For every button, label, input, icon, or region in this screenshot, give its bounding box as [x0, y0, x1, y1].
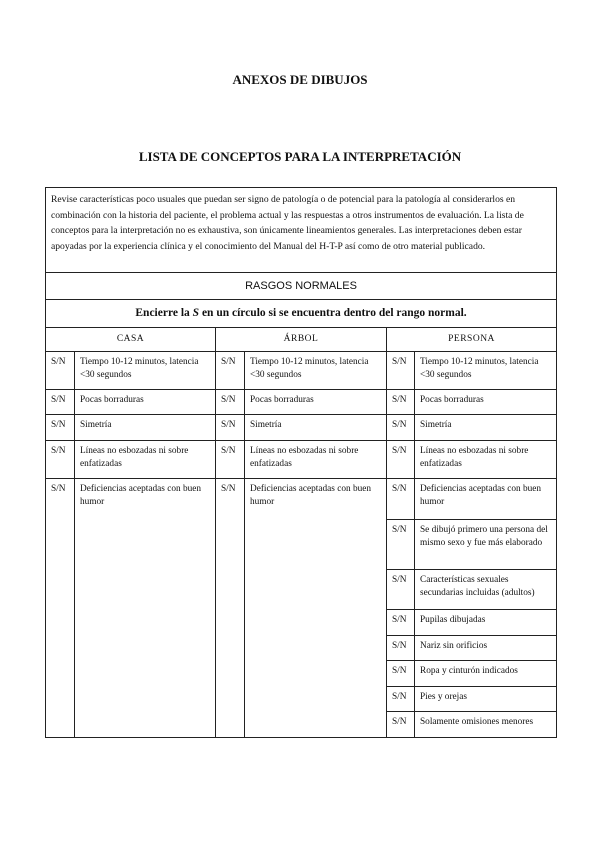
table-row: S/N Tiempo 10-12 minutos, latencia <30 se… — [45, 351, 558, 390]
sn-casa[interactable]: S/N — [45, 351, 75, 390]
column-header-arbol: ÁRBOL — [215, 327, 387, 352]
item-persona: Tiempo 10-12 minutos, latencia <30 segun… — [413, 351, 558, 390]
sn-persona[interactable]: S/N — [386, 686, 415, 712]
sn-arbol[interactable]: S/N — [215, 440, 245, 479]
page-title: ANEXOS DE DIBUJOS — [232, 72, 368, 87]
item-persona: Líneas no esbozadas ni sobre enfatizadas — [413, 440, 558, 479]
item-arbol: Pocas borraduras — [244, 389, 387, 415]
sn-casa[interactable]: S/N — [45, 440, 75, 479]
sn-persona[interactable]: S/N — [386, 414, 415, 441]
page-subtitle: LISTA DE CONCEPTOS PARA LA INTERPRETACIÓ… — [138, 149, 462, 164]
table-row: S/N Características sexuales secundarias … — [46, 569, 558, 610]
item-arbol: Simetría — [244, 414, 387, 441]
item-persona: Pies y orejas — [413, 686, 558, 712]
sn-persona[interactable]: S/N — [386, 609, 415, 636]
sn-persona[interactable]: S/N — [386, 519, 415, 570]
item-persona: Se dibujó primero una persona del mismo … — [413, 519, 558, 570]
item-persona: Ropa y cinturón indicados — [413, 660, 558, 687]
column-header-casa: CASA — [45, 327, 216, 352]
item-casa: Líneas no esbozadas ni sobre enfatizadas — [74, 440, 216, 479]
column-header-persona: PERSONA — [385, 327, 558, 352]
intro-text: Revise características poco usuales que … — [44, 187, 558, 273]
item-persona: Características sexuales secundarias inc… — [413, 569, 558, 610]
table-row: S/N Pies y orejas — [46, 686, 558, 712]
sn-persona[interactable]: S/N — [386, 351, 415, 390]
item-persona: Simetría — [413, 414, 558, 441]
sn-persona[interactable]: S/N — [386, 389, 415, 415]
table-row: S/N Deficiencias aceptadas con buen humor… — [45, 478, 558, 738]
sn-persona[interactable]: S/N — [386, 440, 415, 479]
instruction-s: S — [192, 307, 200, 319]
table-row: S/N Pupilas dibujadas — [46, 609, 558, 636]
sn-casa[interactable]: S/N — [45, 389, 75, 415]
sn-persona[interactable]: S/N — [386, 478, 415, 520]
item-arbol: Líneas no esbozadas ni sobre enfatizadas — [244, 440, 387, 479]
sn-casa[interactable]: S/N — [45, 414, 75, 441]
sn-arbol[interactable]: S/N — [215, 351, 245, 390]
item-arbol: Tiempo 10-12 minutos, latencia <30 segun… — [244, 351, 387, 390]
item-arbol: Deficiencias aceptadas con buen humor — [244, 478, 387, 738]
sn-arbol[interactable]: S/N — [215, 478, 245, 738]
sn-casa[interactable]: S/N — [45, 478, 75, 738]
sn-persona[interactable]: S/N — [386, 660, 415, 687]
item-persona: Pocas borraduras — [413, 389, 558, 415]
section-heading: RASGOS NORMALES — [44, 272, 558, 300]
instruction: Encierre la S en un círculo si se encuen… — [44, 299, 558, 328]
instruction-pre: Encierre la — [135, 307, 193, 319]
sn-persona[interactable]: S/N — [386, 711, 415, 738]
item-casa: Deficiencias aceptadas con buen humor — [74, 478, 216, 738]
sn-persona[interactable]: S/N — [386, 635, 415, 661]
sn-arbol[interactable]: S/N — [215, 414, 245, 441]
item-persona: Deficiencias aceptadas con buen humor — [413, 478, 558, 520]
concept-table: Revise características poco usuales que … — [44, 187, 558, 738]
table-row: S/N Solamente omisiones menores — [46, 711, 558, 738]
item-casa: Simetría — [74, 414, 216, 441]
item-persona: Solamente omisiones menores — [413, 711, 558, 738]
item-casa: Pocas borraduras — [74, 389, 216, 415]
item-casa: Tiempo 10-12 minutos, latencia <30 segun… — [74, 351, 216, 390]
table-row: S/N Pocas borraduras S/N Pocas borraduras S/… — [45, 389, 558, 415]
item-persona: Pupilas dibujadas — [413, 609, 558, 636]
instruction-post: en un círculo si se encuentra dentro del… — [199, 307, 467, 319]
table-row: S/N Nariz sin orificios — [46, 635, 558, 661]
table-row: S/N Se dibujó primero una persona del mis… — [46, 519, 558, 570]
table-row: S/N Simetría S/N Simetría S/N Simetría — [45, 414, 558, 441]
table-row: S/N Líneas no esbozadas ni sobre enfatiza… — [45, 440, 558, 479]
table-row: S/N Ropa y cinturón indicados — [46, 660, 558, 687]
sn-persona[interactable]: S/N — [386, 569, 415, 610]
item-persona: Nariz sin orificios — [413, 635, 558, 661]
sn-arbol[interactable]: S/N — [215, 389, 245, 415]
